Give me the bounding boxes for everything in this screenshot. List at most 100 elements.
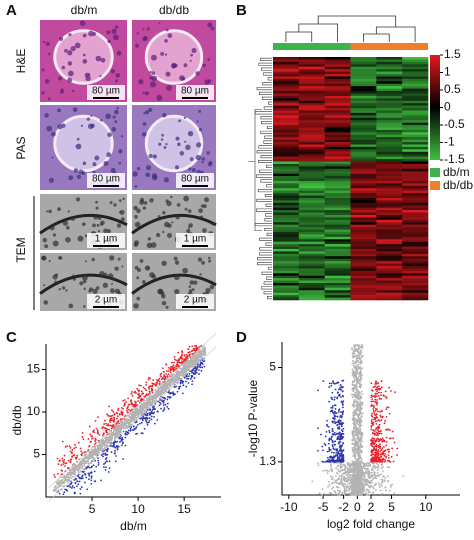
heat-cell — [402, 86, 429, 89]
nucleus — [152, 174, 158, 181]
heat-cell — [350, 246, 377, 250]
point — [95, 449, 97, 451]
heat-cell — [298, 202, 325, 206]
nucleus — [96, 223, 100, 227]
point — [327, 425, 330, 428]
point — [100, 479, 103, 482]
heat-cell — [273, 115, 300, 119]
point — [380, 419, 383, 421]
nucleus — [170, 195, 173, 199]
point — [121, 444, 123, 447]
point — [81, 475, 83, 478]
heat-cell — [273, 173, 300, 177]
point — [94, 440, 96, 442]
heat-cell — [273, 61, 300, 65]
point — [334, 407, 337, 410]
point — [177, 351, 180, 354]
point — [361, 393, 364, 395]
heat-cell — [324, 227, 351, 230]
heat-cell — [298, 188, 325, 191]
point — [173, 368, 175, 371]
point — [185, 385, 188, 388]
point — [72, 475, 74, 478]
heat-cell — [298, 280, 325, 284]
point — [179, 385, 182, 388]
heat-cell — [273, 103, 300, 106]
heat-cell — [376, 144, 403, 148]
point — [94, 438, 97, 440]
heat-cell — [273, 88, 300, 92]
point — [105, 430, 107, 433]
heat-cell — [324, 81, 351, 85]
point — [76, 485, 78, 488]
point — [339, 441, 342, 443]
nucleus — [48, 260, 51, 263]
nucleus — [177, 142, 181, 147]
point — [85, 476, 88, 479]
point — [141, 419, 144, 422]
glomerulus — [144, 114, 204, 173]
point — [81, 431, 84, 434]
heat-cell — [273, 244, 300, 247]
point — [88, 466, 91, 469]
point — [63, 454, 66, 457]
point — [183, 376, 186, 379]
nucleus — [136, 208, 141, 214]
heat-cell — [350, 297, 377, 301]
nucleus — [122, 197, 125, 201]
point — [351, 417, 354, 420]
point — [341, 430, 344, 433]
point — [360, 449, 363, 452]
point — [191, 370, 194, 372]
point — [358, 422, 361, 425]
scale-bar-bg — [87, 173, 125, 188]
heat-cell — [350, 146, 377, 150]
point — [339, 416, 341, 418]
point — [163, 407, 166, 409]
heat-cell — [350, 234, 377, 238]
heat-cell — [324, 171, 351, 174]
heat-cell — [350, 197, 377, 201]
point — [376, 429, 379, 431]
point — [54, 476, 56, 478]
point — [105, 456, 108, 459]
heat-cell — [402, 127, 429, 131]
point — [374, 445, 377, 448]
point — [71, 467, 74, 470]
point — [113, 434, 116, 437]
point — [159, 390, 162, 393]
point — [361, 440, 364, 443]
heat-cell — [324, 95, 351, 99]
point — [194, 370, 197, 372]
point — [158, 377, 161, 380]
nucleus — [72, 89, 75, 93]
heat-cell — [324, 93, 351, 97]
heat-cell — [376, 214, 403, 218]
point — [73, 479, 76, 481]
point — [135, 410, 137, 413]
heat-cell — [376, 69, 403, 72]
point — [198, 356, 200, 359]
heat-cell — [273, 171, 300, 174]
heat-cell — [402, 108, 429, 111]
heat-cell — [376, 246, 403, 250]
point — [141, 432, 144, 435]
point — [141, 417, 144, 420]
nucleus — [139, 259, 144, 263]
point — [97, 432, 100, 435]
nucleus — [134, 221, 141, 228]
point — [109, 424, 112, 427]
point — [333, 414, 336, 417]
heat-cell — [376, 183, 403, 187]
point — [388, 466, 391, 469]
point — [86, 488, 89, 491]
heat-cell — [324, 236, 351, 240]
nucleus — [143, 201, 148, 205]
point — [82, 471, 85, 473]
nucleus — [202, 228, 207, 233]
heat-cell — [298, 98, 325, 102]
point — [153, 422, 156, 425]
point — [102, 466, 105, 469]
point — [148, 408, 151, 411]
point — [75, 477, 77, 480]
